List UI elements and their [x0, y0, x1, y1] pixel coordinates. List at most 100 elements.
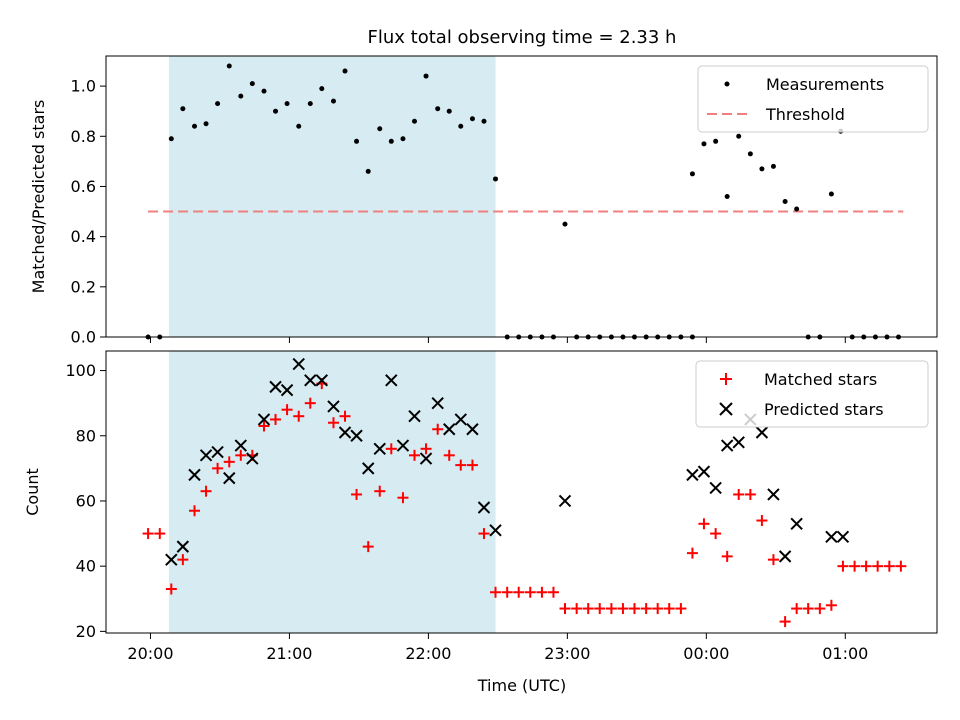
measurement-point: [736, 133, 742, 139]
predicted-star-point: [825, 530, 838, 544]
matched-star-point: [490, 586, 502, 598]
predicted-star-point: [165, 553, 178, 566]
bottom-axes-frame: [105, 350, 938, 634]
matched-star-point: [339, 410, 351, 422]
predicted-star-point: [315, 374, 329, 387]
measurement-point: [180, 106, 186, 112]
y-tick-label: 80: [76, 426, 96, 445]
matched-star-point: [374, 485, 386, 497]
matched-star-point: [825, 599, 837, 611]
measurement-point: [261, 88, 267, 94]
predicted-star-point: [269, 380, 282, 394]
matched-star-point: [362, 541, 374, 553]
matched-star-point: [200, 485, 212, 497]
matched-star-point: [212, 462, 224, 474]
predicted-star-point: [350, 429, 363, 442]
x-tick-label: 23:00: [544, 644, 590, 663]
measurement-point: [782, 199, 788, 205]
predicted-star-point: [697, 465, 711, 478]
top-legend: Measurements Threshold: [697, 65, 929, 133]
matched-star-point: [281, 404, 293, 416]
y-tick-label: 0.4: [71, 227, 96, 246]
matched-star-point: [524, 586, 536, 598]
matched-star-point: [675, 603, 687, 615]
predicted-star-point: [431, 396, 444, 410]
predicted-star-point: [686, 468, 699, 482]
observing-window-span-bottom: [168, 351, 496, 633]
matched-star-point: [235, 449, 247, 461]
matched-star-point: [559, 603, 571, 615]
y-tick-label: 60: [76, 491, 96, 510]
measurement-point: [249, 81, 255, 87]
predicted-star-point: [443, 423, 456, 436]
predicted-star-point: [466, 423, 479, 436]
chart-title: Flux total observing time = 2.33 h: [368, 27, 677, 48]
measurement-point: [354, 138, 360, 144]
predicted-star-point: [454, 413, 467, 426]
matched-star-point: [547, 586, 559, 598]
matched-star-point: [154, 528, 166, 540]
predicted-star-point: [790, 517, 803, 530]
measurement-point: [273, 108, 279, 114]
predicted-star-point: [327, 400, 340, 413]
predicted-star-point: [176, 540, 190, 553]
measurement-point: [307, 101, 313, 107]
predicted-star-point: [292, 357, 305, 371]
predicted-star-point: [477, 501, 491, 514]
bottom-y-axis-label: Count: [23, 468, 42, 516]
y-tick-label: 1.0: [71, 77, 96, 96]
matched-star-point: [872, 560, 884, 572]
matched-star-point: [513, 586, 525, 598]
x-tick-label: 01:00: [822, 644, 868, 663]
matched-star-point: [501, 586, 513, 598]
matched-star-point: [455, 459, 467, 471]
matched-star-point: [767, 554, 779, 566]
predicted-star-point: [419, 452, 433, 465]
matched-star-point: [385, 443, 397, 455]
predicted-star-point: [234, 439, 248, 452]
matched-star-point: [814, 603, 826, 615]
matched-star-point: [397, 492, 409, 504]
matched-star-point: [223, 456, 235, 468]
y-tick-label: 0.2: [71, 277, 96, 296]
matched-star-point: [478, 528, 490, 540]
matched-star-point: [849, 560, 861, 572]
predicted-star-point: [362, 462, 375, 475]
top-panel: 0.0 0.2 0.4 0.6 0.8 1.0 Matched/Predicted sta…: [29, 55, 938, 347]
measurement-point: [296, 123, 302, 129]
matched-star-point: [860, 560, 872, 572]
predicted-star-point: [338, 426, 352, 439]
matched-star-point: [663, 603, 675, 615]
measurement-point: [365, 168, 371, 174]
measurement-point: [411, 118, 417, 124]
measurement-point: [435, 106, 441, 112]
matched-star-point: [883, 560, 895, 572]
predicted-star-point: [709, 481, 722, 495]
matched-star-point: [837, 560, 849, 572]
matched-star-point: [686, 547, 698, 559]
matched-star-point: [640, 603, 652, 615]
predicted-star-point: [280, 383, 294, 397]
predicted-star-point: [720, 439, 734, 452]
matched-star-point: [443, 449, 455, 461]
measurement-point: [423, 73, 429, 79]
matched-star-point: [165, 583, 177, 595]
matched-star-point: [779, 616, 791, 628]
legend-measurements-label: Measurements: [766, 75, 884, 94]
matched-star-point: [698, 518, 710, 530]
measurement-point: [388, 138, 394, 144]
matched-star-point: [466, 459, 478, 471]
predicted-star-point: [489, 524, 502, 537]
legend-matched-marker: [720, 373, 732, 385]
measurement-point: [689, 171, 695, 177]
legend-threshold-label: Threshold: [765, 105, 845, 124]
matched-star-point: [293, 410, 305, 422]
measurement-point: [759, 166, 765, 172]
measurement-point: [238, 93, 244, 99]
matched-star-point: [177, 554, 189, 566]
predicted-star-point: [188, 468, 201, 482]
matched-star-point: [142, 528, 154, 540]
measurement-point: [724, 194, 730, 199]
top-axes-frame: [105, 55, 938, 338]
measurement-point: [794, 206, 800, 212]
